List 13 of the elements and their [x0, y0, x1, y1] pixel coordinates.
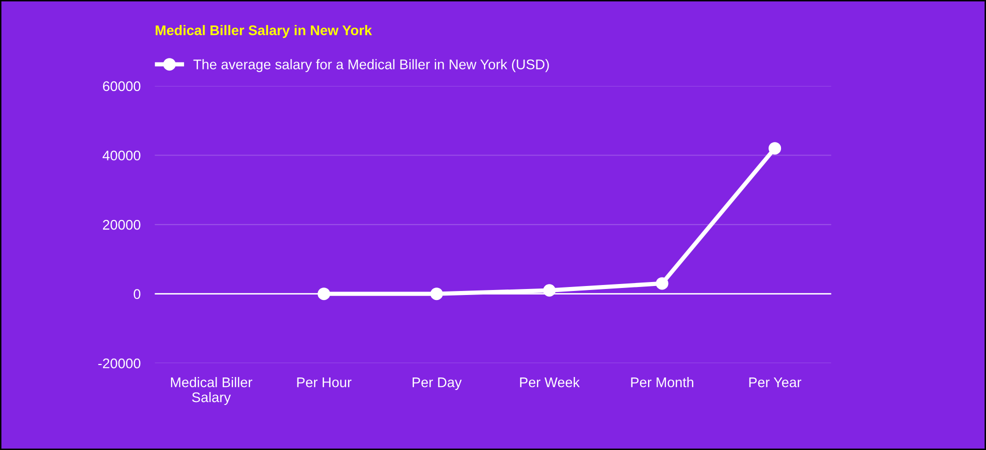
x-tick-label: Medical Biller Salary — [171, 377, 252, 405]
x-tick-label: Per Month — [631, 377, 694, 388]
y-tick-label: 0 — [134, 289, 140, 300]
y-tick-label: 40000 — [102, 150, 140, 160]
legend-label: The average salary for a Medical Biller in New York (USD) — [193, 59, 549, 72]
y-tick-label: 20000 — [102, 220, 140, 230]
x-tick-label: Per Hour — [297, 378, 352, 388]
x-tick-label: Per Week — [520, 377, 580, 388]
x-tick-label: Per Year — [749, 378, 802, 388]
y-tick-label: 60000 — [103, 81, 140, 92]
chart-title: Medical Biller Salary in New York — [156, 25, 372, 38]
x-tick-label: Per Day — [412, 378, 462, 390]
y-tick-label: -20000 — [98, 358, 140, 368]
